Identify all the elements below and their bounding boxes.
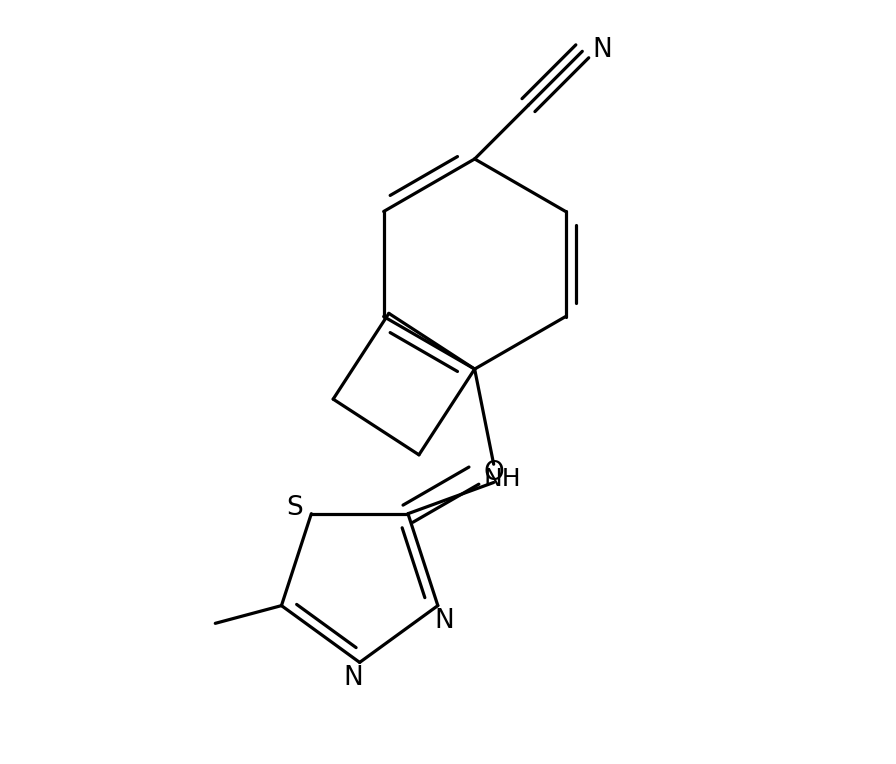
Text: N: N — [434, 608, 453, 634]
Text: N: N — [344, 665, 364, 691]
Text: NH: NH — [484, 468, 521, 491]
Text: N: N — [592, 37, 612, 63]
Text: O: O — [484, 461, 504, 487]
Text: S: S — [286, 494, 303, 520]
